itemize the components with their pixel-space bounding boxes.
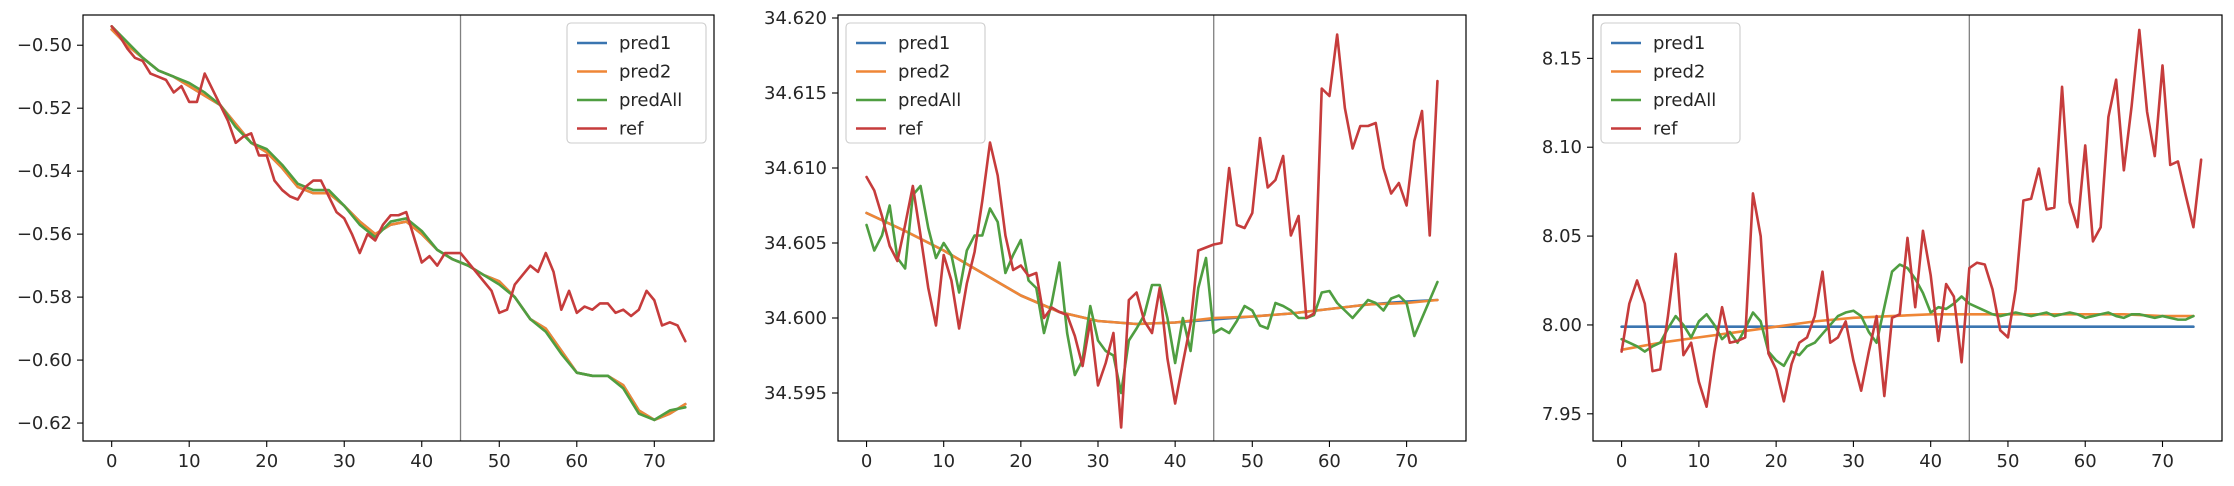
y-tick-label: 8.05 [1542,226,1582,247]
series-line-pred2 [1620,312,2195,352]
series-line-predAll [865,184,1439,395]
x-tick-label: 20 [1765,451,1788,472]
x-tick-label: 50 [1997,451,2020,472]
legend-label-predAll: predAll [619,90,682,111]
x-tick-label: 10 [1687,451,1710,472]
series-line-ref [110,25,687,343]
chart-panel-1: 0 10 20 30 40 50 60 70 −0.50 −0.52 −0.54 −0.56 −0.58… [17,14,715,472]
x-tick-label: 30 [1842,451,1865,472]
x-tick-label: 70 [2151,451,2174,472]
x-tick-label: 70 [643,451,666,472]
y-tick-label: 8.00 [1542,315,1582,336]
legend-label-predAll: predAll [1653,90,1716,111]
series-line-predAll [110,25,687,422]
x-tick-label: 0 [106,451,117,472]
x-tick-label: 60 [2074,451,2097,472]
axes-frame [82,14,715,442]
legend-box [1600,22,1741,144]
x-tick-label: 0 [861,451,872,472]
legend-label-pred2: pred2 [619,62,671,83]
x-tick-label: 60 [565,451,588,472]
y-tick-label: 34.615 [764,83,827,104]
y-tick-label: 34.595 [764,383,827,404]
axes-frame [1592,14,2223,442]
y-tick-label: 34.605 [764,233,827,254]
x-tick-label: 70 [1395,451,1418,472]
legend: pred1 pred2 predAll ref [566,22,707,144]
y-tick-label: 34.600 [764,308,827,329]
y-tick-label: 8.10 [1542,137,1582,158]
y-tick-label: −0.52 [17,98,72,119]
x-tick-label: 40 [410,451,433,472]
legend-label-pred1: pred1 [1653,33,1705,54]
chart-panel-3: 0 10 20 30 40 50 60 70 7.95 8.00 8.05 8.10 8.15 pred1… [1542,14,2223,472]
x-tick-label: 60 [1318,451,1341,472]
y-tick-label: −0.62 [17,413,72,434]
legend-label-pred2: pred2 [1653,62,1705,83]
x-tick-label: 20 [255,451,278,472]
series-line-ref [1620,28,2203,408]
x-tick-label: 50 [1241,451,1264,472]
x-tick-label: 0 [1616,451,1627,472]
x-tick-label: 30 [1087,451,1110,472]
legend-label-ref: ref [1653,119,1678,140]
y-tick-label: −0.56 [17,224,72,245]
legend-box [566,22,707,144]
y-tick-label: 7.95 [1542,404,1582,425]
legend-box [845,22,986,144]
axes-frame [837,14,1467,442]
x-tick-label: 40 [1919,451,1942,472]
x-tick-label: 50 [488,451,511,472]
chart-panel-2: 0 10 20 30 40 50 60 70 34.595 34.600 34.605 34.610 3… [764,8,1467,472]
legend-label-ref: ref [898,119,923,140]
y-tick-label: 34.610 [764,158,827,179]
series-line-ref [865,33,1439,429]
legend: pred1 pred2 predAll ref [845,22,986,144]
y-tick-label: −0.50 [17,35,72,56]
legend-label-ref: ref [619,119,644,140]
x-tick-label: 20 [1009,451,1032,472]
x-tick-label: 10 [932,451,955,472]
legend-label-predAll: predAll [898,90,961,111]
y-tick-label: −0.60 [17,350,72,371]
x-tick-label: 10 [178,451,201,472]
y-tick-label: 8.15 [1542,48,1582,69]
legend-label-pred2: pred2 [898,62,950,83]
y-tick-label: −0.54 [17,161,72,182]
y-tick-label: 34.620 [764,8,827,29]
legend-label-pred1: pred1 [898,33,950,54]
legend-label-pred1: pred1 [619,33,671,54]
series-line-pred2 [865,211,1439,326]
x-tick-label: 40 [1164,451,1187,472]
legend: pred1 pred2 predAll ref [1600,22,1741,144]
x-tick-label: 30 [333,451,356,472]
y-tick-label: −0.58 [17,287,72,308]
